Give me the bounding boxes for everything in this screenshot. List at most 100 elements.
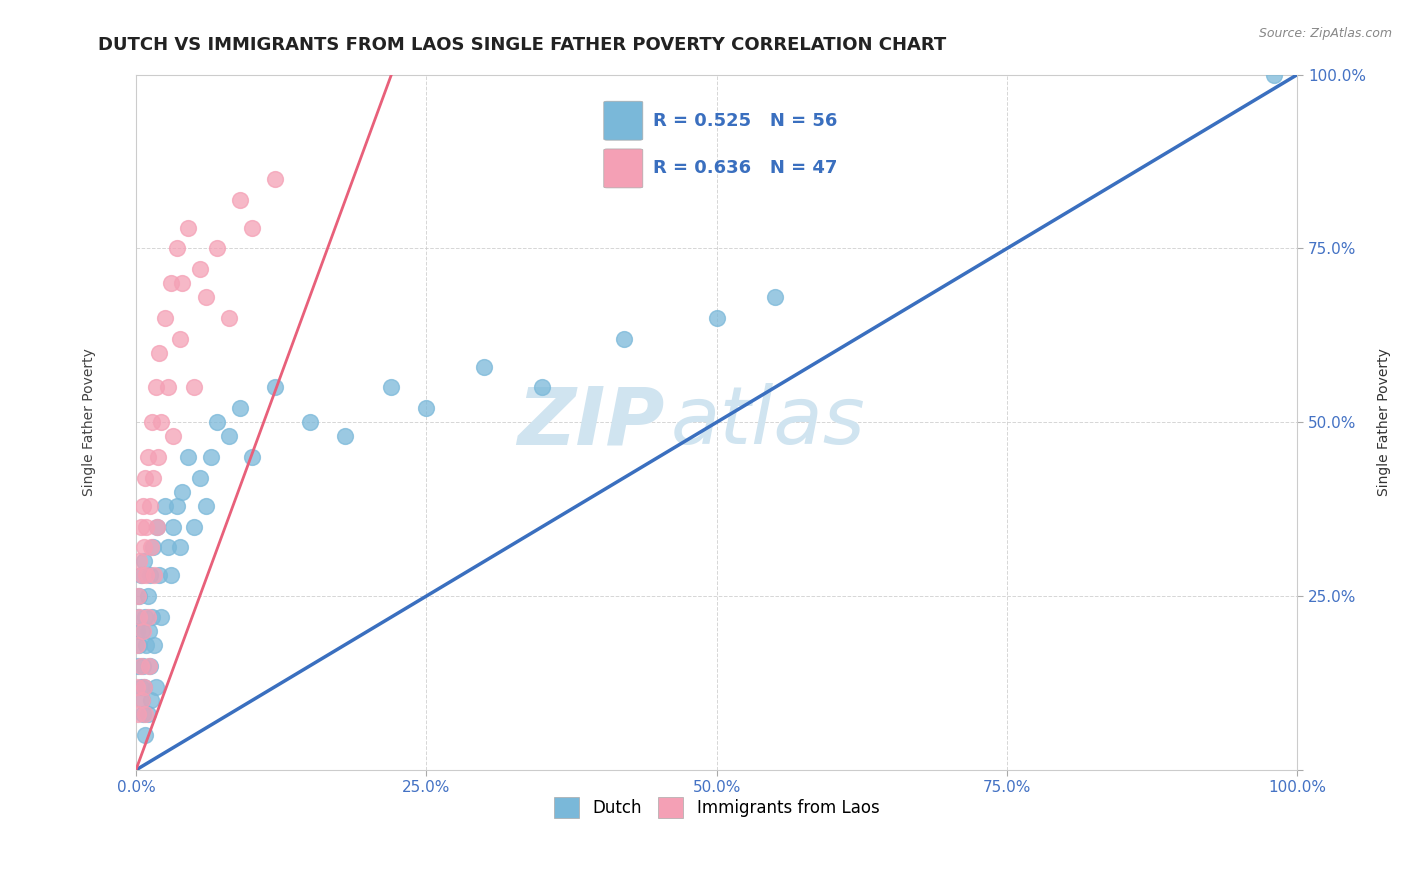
Point [194, 499, 217, 513]
Point [183, 380, 205, 394]
Point [706, 310, 728, 325]
Point [143, 568, 166, 582]
Point [141, 610, 163, 624]
Point [380, 380, 402, 394]
Point [333, 429, 356, 443]
Point [128, 554, 150, 568]
Point [166, 241, 188, 255]
Point [139, 658, 162, 673]
Point [763, 290, 786, 304]
Point [135, 638, 157, 652]
Y-axis label: Single Father Poverty: Single Father Poverty [1376, 348, 1391, 496]
Point [134, 728, 156, 742]
Point [132, 541, 155, 555]
Point [131, 568, 153, 582]
Point [153, 499, 176, 513]
Point [136, 589, 159, 603]
Point [142, 541, 165, 555]
Point [613, 332, 636, 346]
Point [169, 541, 191, 555]
Point [139, 568, 162, 582]
Point [205, 415, 228, 429]
Point [188, 262, 211, 277]
Point [148, 345, 170, 359]
Point [229, 401, 252, 416]
Point [157, 541, 180, 555]
Point [127, 589, 149, 603]
Point [134, 471, 156, 485]
Point [143, 638, 166, 652]
Point [135, 519, 157, 533]
Point [139, 541, 162, 555]
Text: ZIP: ZIP [517, 384, 665, 461]
Point [177, 220, 200, 235]
Point [188, 471, 211, 485]
Text: Single Father Poverty: Single Father Poverty [83, 348, 97, 496]
Text: DUTCH VS IMMIGRANTS FROM LAOS SINGLE FATHER POVERTY CORRELATION CHART: DUTCH VS IMMIGRANTS FROM LAOS SINGLE FAT… [98, 36, 946, 54]
Point [162, 429, 184, 443]
Point [145, 680, 167, 694]
Point [159, 568, 181, 582]
Point [172, 276, 194, 290]
Point [218, 310, 240, 325]
Point [136, 707, 159, 722]
Point [205, 241, 228, 255]
Point [132, 680, 155, 694]
Point [131, 693, 153, 707]
Point [141, 415, 163, 429]
Point [531, 380, 554, 394]
Point [138, 658, 160, 673]
Point [139, 499, 162, 513]
Point [131, 624, 153, 638]
Point [125, 624, 148, 638]
Point [136, 450, 159, 464]
Point [131, 693, 153, 707]
Point [172, 484, 194, 499]
Point [132, 554, 155, 568]
Point [146, 519, 169, 533]
Point [415, 401, 437, 416]
Point [138, 624, 160, 638]
Point [127, 610, 149, 624]
Point [157, 380, 180, 394]
Point [472, 359, 495, 374]
Point [128, 638, 150, 652]
Point [159, 276, 181, 290]
Point [128, 610, 150, 624]
Point [132, 658, 155, 673]
Point [153, 310, 176, 325]
Point [1263, 68, 1285, 82]
Point [139, 693, 162, 707]
Text: Source: ZipAtlas.com: Source: ZipAtlas.com [1258, 27, 1392, 40]
Point [183, 519, 205, 533]
Point [162, 519, 184, 533]
Point [229, 193, 252, 207]
Legend: Dutch, Immigrants from Laos: Dutch, Immigrants from Laos [547, 790, 886, 824]
Point [127, 707, 149, 722]
Point [166, 499, 188, 513]
Point [129, 568, 152, 582]
Point [146, 450, 169, 464]
Text: atlas: atlas [671, 384, 865, 461]
Point [240, 220, 263, 235]
Point [150, 610, 173, 624]
Point [132, 624, 155, 638]
Point [134, 707, 156, 722]
Point [135, 568, 157, 582]
Point [132, 680, 155, 694]
Point [136, 610, 159, 624]
Point [169, 332, 191, 346]
Point [148, 568, 170, 582]
Point [129, 519, 152, 533]
Point [132, 707, 155, 722]
Point [129, 680, 152, 694]
Point [264, 380, 287, 394]
Point [218, 429, 240, 443]
Point [134, 610, 156, 624]
Point [177, 450, 200, 464]
Point [194, 290, 217, 304]
Point [145, 380, 167, 394]
Point [150, 415, 173, 429]
Point [125, 680, 148, 694]
Point [200, 450, 222, 464]
